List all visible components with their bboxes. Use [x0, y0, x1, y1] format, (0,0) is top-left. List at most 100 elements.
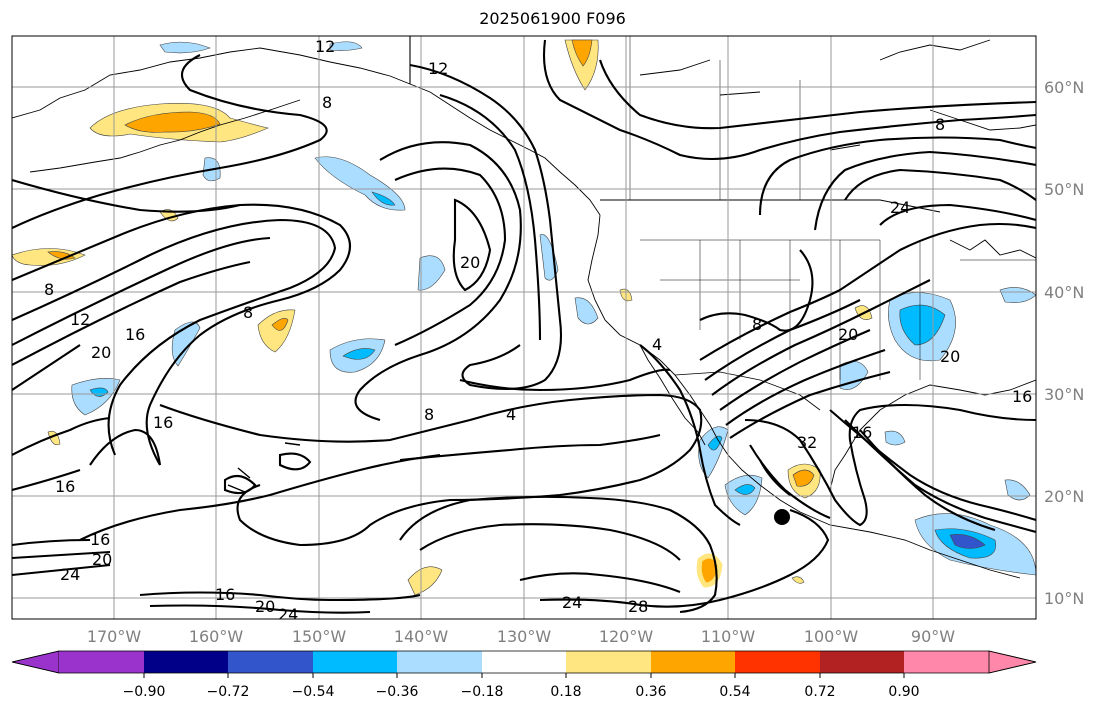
lat-label: 40°N — [1044, 283, 1084, 302]
mexico-border — [674, 371, 821, 411]
contour-label: 8 — [935, 115, 945, 134]
contour-line — [12, 236, 271, 346]
contour-line — [278, 452, 312, 471]
negative-anomaly-misc-2 — [574, 297, 599, 325]
aleutian-arc — [29, 99, 301, 173]
contour-label: 8 — [44, 280, 54, 299]
lon-label: 150°W — [292, 627, 347, 646]
colorbar-outline — [11, 650, 1037, 674]
contour-label: 32 — [797, 433, 817, 452]
contour-label: 16 — [90, 530, 110, 549]
great-lakes — [949, 239, 1036, 259]
contour-line — [12, 54, 328, 229]
map-title: 2025061900 F096 — [479, 9, 626, 28]
colorbar-segment — [144, 651, 228, 673]
contour-line — [519, 572, 681, 593]
lat-label: 50°N — [1044, 180, 1084, 199]
negative-anomaly-misc-1 — [539, 234, 559, 281]
negative-anomaly-west-2 — [329, 41, 363, 51]
colorbar-tick-label: 0.90 — [888, 684, 919, 700]
contour-line — [725, 349, 886, 426]
colorbar-segment — [735, 651, 820, 673]
contour-line — [459, 368, 671, 392]
lon-label: 130°W — [497, 627, 552, 646]
negative-anomaly-mid-core — [342, 348, 376, 360]
contour-line — [79, 453, 441, 541]
contour-lines — [12, 39, 1036, 614]
positive-anomaly-misc-5 — [791, 576, 805, 584]
contour-line — [409, 63, 563, 391]
contour-label: 16 — [153, 413, 173, 432]
contour-label: 20 — [838, 325, 858, 344]
contour-label: 24 — [60, 565, 80, 584]
contour-line — [813, 150, 1036, 231]
contour-label: 16 — [55, 477, 75, 496]
contour-label: 8 — [424, 405, 434, 424]
contour-line — [599, 59, 1036, 130]
negative-anomaly-misc-6 — [1004, 479, 1031, 501]
alaska-coastline — [12, 47, 601, 216]
contour-line — [539, 509, 830, 608]
positive-anomaly-north-core — [571, 39, 593, 67]
contour-line — [12, 563, 111, 577]
colorbar-tick-label: −0.54 — [292, 684, 335, 700]
lat-label: 10°N — [1044, 589, 1084, 608]
colorbar-tick-label: 0.36 — [635, 684, 666, 700]
positive-anomaly-mid — [257, 309, 296, 353]
positive-anomaly-mx-core — [792, 469, 815, 487]
longitude-labels: 170°W 160°W 150°W 140°W 130°W 120°W 110°… — [87, 627, 955, 646]
contour-line — [758, 136, 1036, 216]
contour-line — [859, 429, 996, 532]
colorbar-tick-label: −0.18 — [461, 684, 504, 700]
contour-line — [844, 419, 1036, 534]
contour-label: 20 — [940, 347, 960, 366]
colorbar-segment — [59, 651, 144, 673]
positive-anomaly-mid-core — [271, 318, 289, 331]
contour-line — [704, 299, 861, 381]
negative-anomaly-misc-5 — [999, 287, 1036, 303]
colorbar-tick-label: −0.90 — [123, 684, 166, 700]
contour-label: 20 — [255, 597, 275, 616]
negative-anomaly-central-am-strong — [949, 534, 986, 549]
colorbar-tick-label: 0.72 — [804, 684, 835, 700]
contour-line — [399, 495, 718, 614]
colorbar-segment — [820, 651, 904, 673]
lon-label: 120°W — [599, 627, 654, 646]
contour-line — [159, 393, 703, 547]
negative-anomaly-west — [159, 41, 211, 54]
contour-line — [149, 604, 371, 614]
colorbar-tick-label: 0.54 — [719, 684, 750, 700]
contour-label: 12 — [428, 59, 448, 78]
colorbar-segment — [228, 651, 313, 673]
map-frame — [11, 35, 1037, 620]
negative-anomaly-mx-core — [734, 484, 756, 495]
contour-line — [12, 469, 81, 492]
contour-line — [223, 474, 257, 495]
contour-line — [12, 344, 81, 391]
lon-label: 140°W — [394, 627, 449, 646]
location-marker — [774, 509, 790, 525]
positive-anomaly-west — [12, 248, 86, 266]
contour-line — [719, 329, 871, 411]
colorbar-tick-label: −0.36 — [376, 684, 419, 700]
contour-line — [879, 203, 1036, 226]
contour-line — [354, 141, 522, 422]
contour-line — [844, 168, 1036, 201]
contour-labels: 12 12 8 8 8 8 12 20 16 16 16 20 8 4 16 2… — [44, 37, 1032, 619]
hudson-bay — [929, 109, 1036, 131]
contour-line — [419, 523, 681, 561]
negative-anomaly-w3 — [71, 378, 121, 416]
positive-anomaly-alaska-core — [124, 111, 221, 133]
contour-line — [12, 218, 337, 456]
positive-anomaly-sw — [407, 566, 443, 596]
contour-label: 16 — [1012, 387, 1032, 406]
contour-line — [12, 550, 111, 560]
contour-label: 20 — [91, 343, 111, 362]
contour-line — [89, 428, 162, 466]
contour-label: 16 — [125, 325, 145, 344]
colorbar-tick-label: 0.18 — [550, 684, 581, 700]
contour-line — [12, 203, 352, 466]
contour-line — [699, 249, 814, 332]
colorbar-segment — [397, 651, 482, 673]
